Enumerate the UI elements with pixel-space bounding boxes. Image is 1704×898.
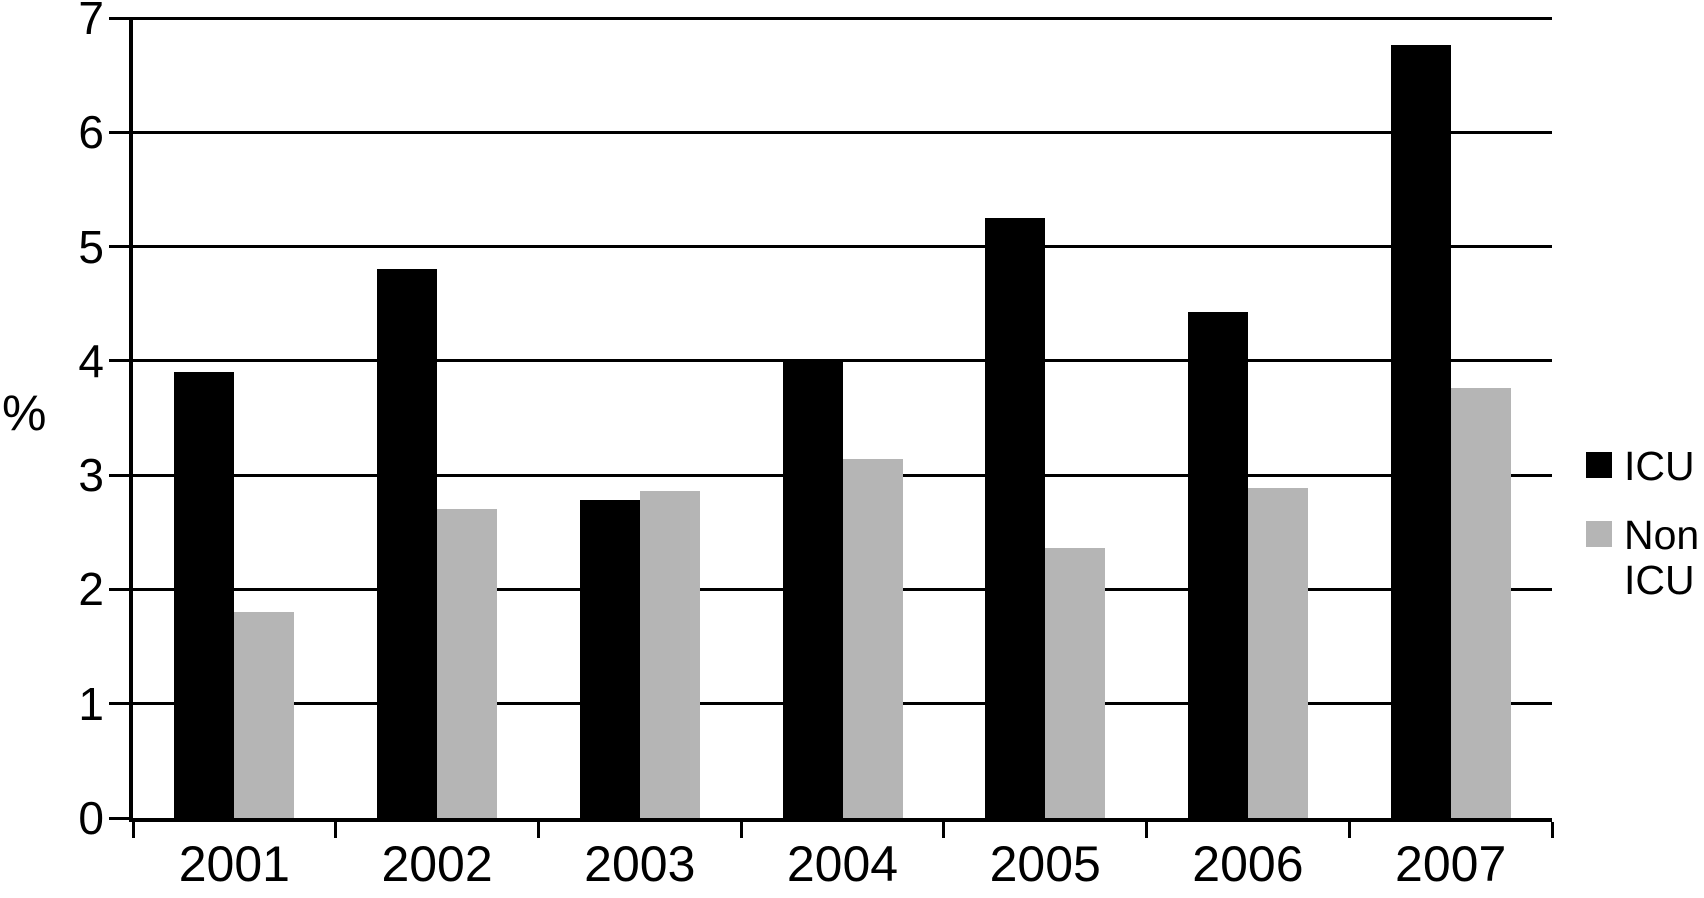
y-tick-label-3: 3 [78, 449, 104, 502]
y-tick-label-7: 7 [78, 0, 104, 44]
y-tick-1 [109, 702, 133, 706]
bar-non-icu-2003 [639, 491, 700, 818]
plot-area [109, 16, 1554, 838]
bar-non-icu-2001 [234, 612, 295, 818]
bar-non-icu-2004 [842, 459, 903, 818]
bar-icu-2002 [377, 269, 438, 818]
bar-icu-2004 [782, 360, 843, 818]
x-tick-label-2002: 2002 [381, 836, 493, 892]
x-tick-4 [942, 822, 946, 838]
legend-item-icu: ICU [1586, 444, 1704, 489]
x-tick-label-2001: 2001 [178, 836, 290, 892]
bar-icu-2003 [579, 500, 640, 818]
x-tick-5 [1145, 822, 1149, 838]
y-tick-label-4: 4 [78, 334, 104, 387]
bar-icu-2007 [1390, 45, 1451, 818]
gridline-6 [133, 130, 1552, 134]
bar-icu-2005 [985, 218, 1046, 818]
gridline-4 [133, 359, 1552, 363]
y-tick-label-2: 2 [78, 563, 104, 616]
y-tick-label-6: 6 [78, 106, 104, 159]
legend-label: Non ICU [1624, 512, 1700, 603]
bar-non-icu-2002 [437, 509, 498, 818]
y-tick-label-1: 1 [78, 677, 104, 730]
bar-non-icu-2005 [1045, 548, 1106, 818]
legend-item-non-icu: Non ICU [1586, 513, 1704, 603]
x-tick-6 [1347, 822, 1351, 838]
legend: ICU Non ICU [1586, 444, 1704, 627]
x-tick-3 [739, 822, 743, 838]
x-tick-label-2004: 2004 [786, 836, 899, 892]
legend-swatch-icu [1586, 452, 1612, 478]
x-tick-7 [1550, 822, 1554, 838]
x-tick-2 [536, 822, 540, 838]
bar-non-icu-2006 [1247, 487, 1308, 818]
bar-non-icu-2007 [1450, 388, 1511, 818]
gridline-5 [133, 245, 1552, 249]
y-tick-3 [109, 473, 133, 477]
x-tick-label-2003: 2003 [584, 836, 696, 892]
x-tick-1 [334, 822, 338, 838]
x-tick-0 [131, 822, 135, 838]
y-tick-label-0: 0 [78, 792, 104, 844]
x-tick-label-2005: 2005 [989, 836, 1101, 892]
x-tick-label-2007: 2007 [1395, 836, 1507, 892]
y-tick-6 [109, 130, 133, 134]
y-tick-5 [109, 245, 133, 249]
y-tick-7 [109, 16, 133, 20]
bar-icu-2001 [174, 372, 235, 818]
y-tick-4 [109, 359, 133, 363]
x-tick-label-2006: 2006 [1192, 836, 1304, 892]
legend-label: ICU [1624, 443, 1695, 489]
gridline-7 [133, 16, 1552, 20]
y-axis-title: % [2, 385, 47, 441]
bar-icu-2006 [1187, 311, 1248, 818]
legend-swatch-non-icu [1586, 521, 1612, 547]
y-tick-2 [109, 587, 133, 591]
y-tick-label-5: 5 [78, 220, 104, 273]
y-tick-0 [109, 816, 133, 820]
